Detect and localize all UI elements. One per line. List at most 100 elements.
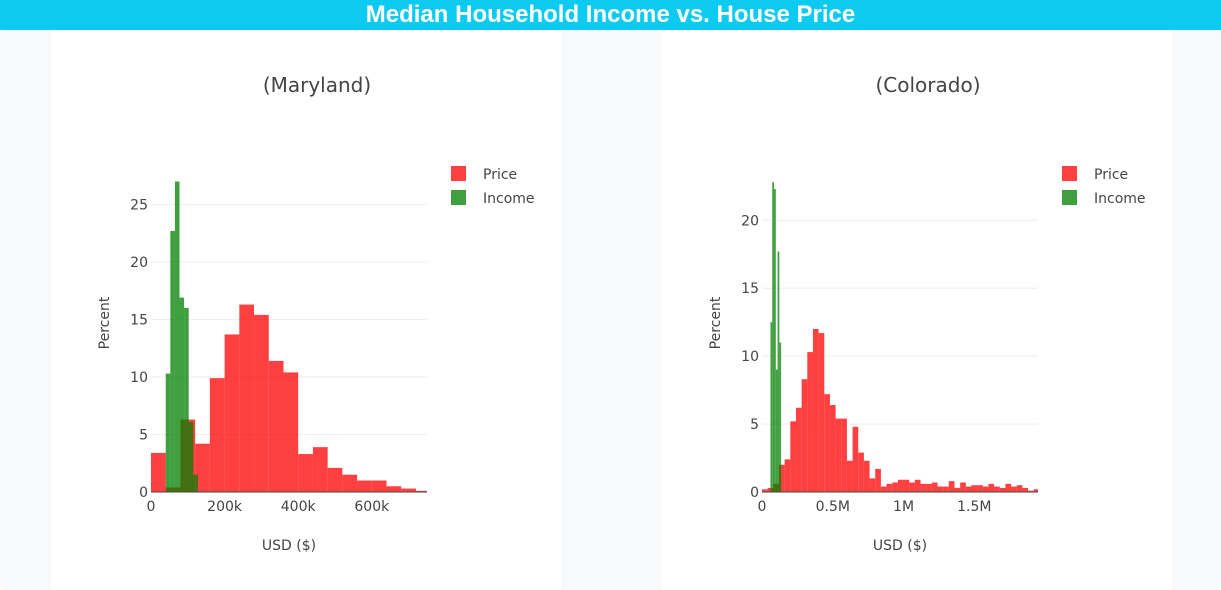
x-axis-title: USD ($) bbox=[873, 538, 927, 554]
income-bar[interactable] bbox=[775, 369, 778, 492]
price-bar[interactable] bbox=[254, 314, 269, 492]
price-bar[interactable] bbox=[903, 479, 910, 492]
maryland-panel: (Maryland) 0 5 10 15 20 25 0 200k 400k 600k USD ($)… bbox=[51, 30, 561, 590]
legend-item-income[interactable]: Income bbox=[1062, 190, 1146, 207]
price-bar[interactable] bbox=[988, 483, 995, 492]
price-bar[interactable] bbox=[327, 467, 343, 492]
income-bar[interactable] bbox=[174, 181, 180, 493]
income-bar[interactable] bbox=[774, 189, 776, 492]
price-bar[interactable] bbox=[1005, 483, 1012, 492]
income-bar[interactable] bbox=[772, 182, 775, 492]
price-bar[interactable] bbox=[954, 487, 961, 492]
price-bar[interactable] bbox=[1033, 489, 1038, 492]
price-bar[interactable] bbox=[875, 468, 881, 492]
price-bar[interactable] bbox=[195, 443, 210, 492]
price-bar[interactable] bbox=[239, 304, 255, 492]
income-bar[interactable] bbox=[170, 230, 175, 492]
price-bar[interactable] bbox=[371, 480, 387, 493]
price-bar[interactable] bbox=[994, 486, 1000, 492]
income-bar[interactable] bbox=[179, 297, 185, 492]
price-bar[interactable] bbox=[926, 483, 932, 492]
price-bar[interactable] bbox=[982, 486, 989, 492]
price-bar[interactable] bbox=[852, 426, 859, 492]
price-bar[interactable] bbox=[971, 485, 978, 492]
price-bar[interactable] bbox=[401, 488, 416, 492]
price-bar[interactable] bbox=[268, 360, 284, 492]
price-bar[interactable] bbox=[977, 485, 983, 492]
price-bar[interactable] bbox=[357, 480, 372, 493]
price-bar[interactable] bbox=[829, 405, 836, 492]
legend-swatch bbox=[451, 190, 466, 205]
legend: Price Income bbox=[451, 166, 535, 207]
income-bar[interactable] bbox=[165, 373, 171, 492]
price-bar[interactable] bbox=[224, 334, 240, 492]
price-bar[interactable] bbox=[386, 486, 402, 492]
price-bar[interactable] bbox=[1022, 487, 1029, 492]
price-bar[interactable] bbox=[880, 486, 887, 492]
price-bar[interactable] bbox=[914, 479, 921, 492]
y-tick-label: 15 bbox=[130, 313, 148, 329]
price-bar[interactable] bbox=[909, 482, 915, 492]
price-bar[interactable] bbox=[965, 486, 972, 492]
price-bar[interactable] bbox=[778, 464, 785, 492]
maryland-chart[interactable]: (Maryland) 0 5 10 15 20 25 0 200k 400k 600k USD ($)… bbox=[51, 30, 561, 590]
price-bar[interactable] bbox=[948, 481, 955, 492]
legend-label: Price bbox=[1094, 167, 1128, 183]
price-bar[interactable] bbox=[869, 478, 876, 492]
price-bar[interactable] bbox=[784, 459, 791, 492]
price-bar[interactable] bbox=[863, 460, 870, 492]
price-bar[interactable] bbox=[1016, 485, 1023, 492]
price-bar[interactable] bbox=[886, 483, 893, 492]
price-bar[interactable] bbox=[835, 418, 842, 492]
price-bar[interactable] bbox=[920, 483, 927, 492]
price-bar[interactable] bbox=[897, 479, 904, 492]
income-bar[interactable] bbox=[188, 421, 194, 492]
price-bar[interactable] bbox=[943, 486, 949, 492]
x-tick-label: 400k bbox=[281, 499, 317, 515]
income-bar[interactable] bbox=[770, 322, 773, 492]
income-bar[interactable] bbox=[184, 308, 189, 492]
price-bar[interactable] bbox=[931, 482, 938, 492]
series-income-bars bbox=[165, 181, 198, 493]
colorado-chart[interactable]: (Colorado) 0 5 10 15 20 0 0.5M 1M 1.5M USD ($) Perc… bbox=[662, 30, 1172, 590]
legend-item-price[interactable]: Price bbox=[1062, 166, 1128, 183]
price-bar[interactable] bbox=[841, 418, 847, 492]
price-bar[interactable] bbox=[801, 379, 808, 492]
price-bar[interactable] bbox=[209, 378, 225, 492]
price-bar[interactable] bbox=[415, 490, 427, 492]
price-bar[interactable] bbox=[937, 486, 944, 492]
price-bar[interactable] bbox=[812, 328, 819, 492]
price-bar[interactable] bbox=[790, 421, 796, 492]
price-bar[interactable] bbox=[999, 487, 1006, 492]
income-bar[interactable] bbox=[193, 474, 198, 492]
price-bar[interactable] bbox=[298, 454, 313, 492]
y-axis-title: Percent bbox=[97, 296, 113, 349]
x-tick-label: 0 bbox=[758, 499, 767, 515]
price-bar[interactable] bbox=[151, 452, 166, 492]
price-bar[interactable] bbox=[312, 447, 328, 492]
price-bar[interactable] bbox=[960, 482, 966, 492]
price-bar[interactable] bbox=[342, 474, 358, 492]
legend-label: Income bbox=[483, 191, 535, 207]
series-price-bars bbox=[762, 328, 1038, 492]
price-bar[interactable] bbox=[762, 489, 768, 492]
price-bar[interactable] bbox=[818, 333, 825, 492]
y-tick-label: 0 bbox=[139, 485, 148, 501]
y-tick-label: 0 bbox=[750, 485, 759, 501]
legend-item-price[interactable]: Price bbox=[451, 166, 517, 183]
legend-swatch bbox=[451, 166, 466, 181]
legend-item-income[interactable]: Income bbox=[451, 190, 535, 207]
price-bar[interactable] bbox=[824, 394, 830, 492]
price-bar[interactable] bbox=[1028, 490, 1034, 492]
price-bar[interactable] bbox=[1011, 486, 1017, 492]
price-bar[interactable] bbox=[846, 460, 853, 492]
income-bar[interactable] bbox=[777, 251, 780, 492]
price-bar[interactable] bbox=[858, 452, 864, 492]
price-bar[interactable] bbox=[807, 352, 813, 492]
legend-label: Income bbox=[1094, 191, 1146, 207]
price-bar[interactable] bbox=[892, 482, 898, 492]
income-bar[interactable] bbox=[779, 342, 782, 492]
colorado-panel: (Colorado) 0 5 10 15 20 0 0.5M 1M 1.5M USD ($) Perc… bbox=[662, 30, 1172, 590]
price-bar[interactable] bbox=[795, 407, 802, 492]
price-bar[interactable] bbox=[283, 372, 299, 492]
